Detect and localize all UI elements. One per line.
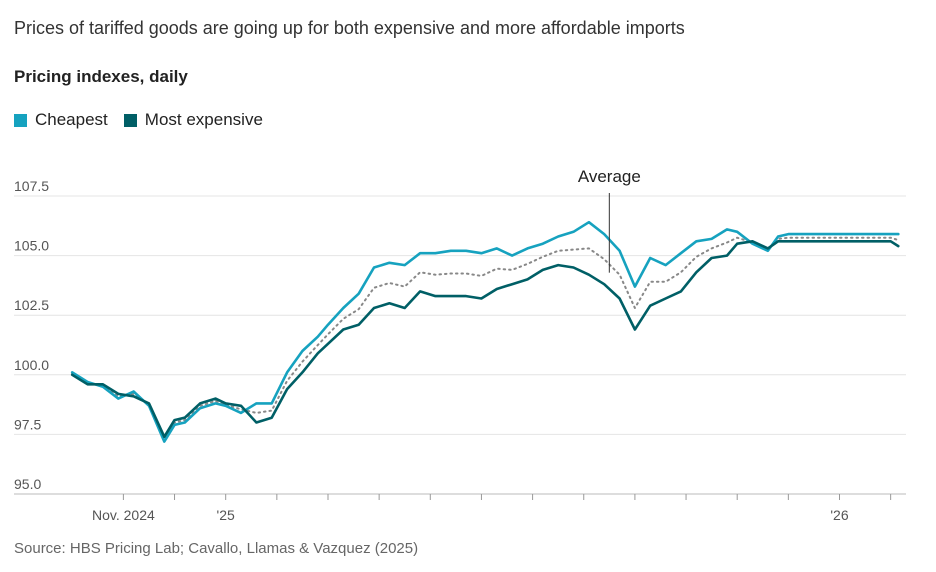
source-note: Source: HBS Pricing Lab; Cavallo, Llamas…: [14, 540, 419, 557]
annotation-label: Average: [578, 167, 641, 186]
legend-item-most-expensive: Most expensive: [123, 110, 263, 130]
legend-label-cheapest: Cheapest: [35, 110, 108, 129]
x-tick-label: '26: [830, 507, 848, 523]
legend-swatch-most-expensive: [123, 113, 137, 127]
legend-label-most-expensive: Most expensive: [144, 110, 263, 129]
y-tick-label: 102.5: [14, 297, 49, 313]
x-tick-label: Nov. 2024: [92, 507, 155, 523]
series-line-most-expensive: [70, 240, 900, 439]
chart-subtitle: Pricing indexes, daily: [14, 67, 188, 86]
series-line-average: [71, 236, 900, 441]
y-tick-label: 97.5: [14, 416, 41, 432]
x-tick-label: '25: [217, 507, 235, 523]
legend: Cheapest Most expensive: [14, 110, 279, 130]
y-tick-label: 107.5: [14, 178, 49, 194]
y-tick-label: 105.0: [14, 238, 49, 254]
chart-headline: Prices of tariffed goods are going up fo…: [14, 18, 685, 38]
legend-swatch-cheapest: [14, 113, 27, 127]
legend-item-cheapest: Cheapest: [14, 110, 108, 130]
y-tick-label: 100.0: [14, 357, 49, 373]
y-tick-label: 95.0: [14, 476, 41, 492]
